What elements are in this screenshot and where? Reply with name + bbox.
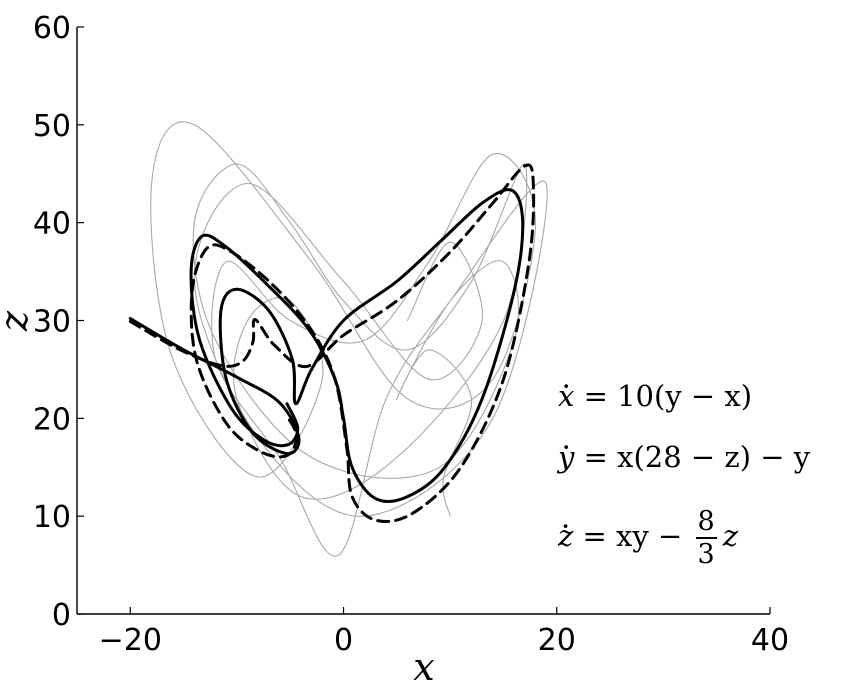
y-tick-label: 0 <box>52 598 71 633</box>
x-tick-label: −20 <box>99 623 162 658</box>
dashed-trajectory-line <box>128 163 536 523</box>
y-tick-label: 60 <box>33 11 71 46</box>
solid-trajectory-line <box>128 188 525 503</box>
y-tick-label: 10 <box>33 500 71 535</box>
plot-area <box>128 121 548 557</box>
x-tick-label: 20 <box>538 623 576 658</box>
y-tick-label: 40 <box>33 207 71 242</box>
x-tick-label: 40 <box>751 623 789 658</box>
equation-y: y · = x(28 − z) − y <box>558 430 811 474</box>
fraction: 8 3 <box>695 506 717 571</box>
y-axis-label: z <box>0 310 36 332</box>
y-tick-label: 50 <box>33 109 71 144</box>
ticks: −20 0 20 40 0 10 20 30 40 50 60 <box>33 11 789 658</box>
x-tick-label: 0 <box>334 623 353 658</box>
equation-z: z · = xy − 8 3 z <box>558 506 738 571</box>
y-tick-label: 30 <box>33 305 71 340</box>
x-axis-label: x <box>413 645 434 684</box>
y-tick-label: 20 <box>33 402 71 437</box>
equation-x: x · = 10(y − x) <box>558 369 753 413</box>
background-trajectory-line <box>150 121 548 557</box>
